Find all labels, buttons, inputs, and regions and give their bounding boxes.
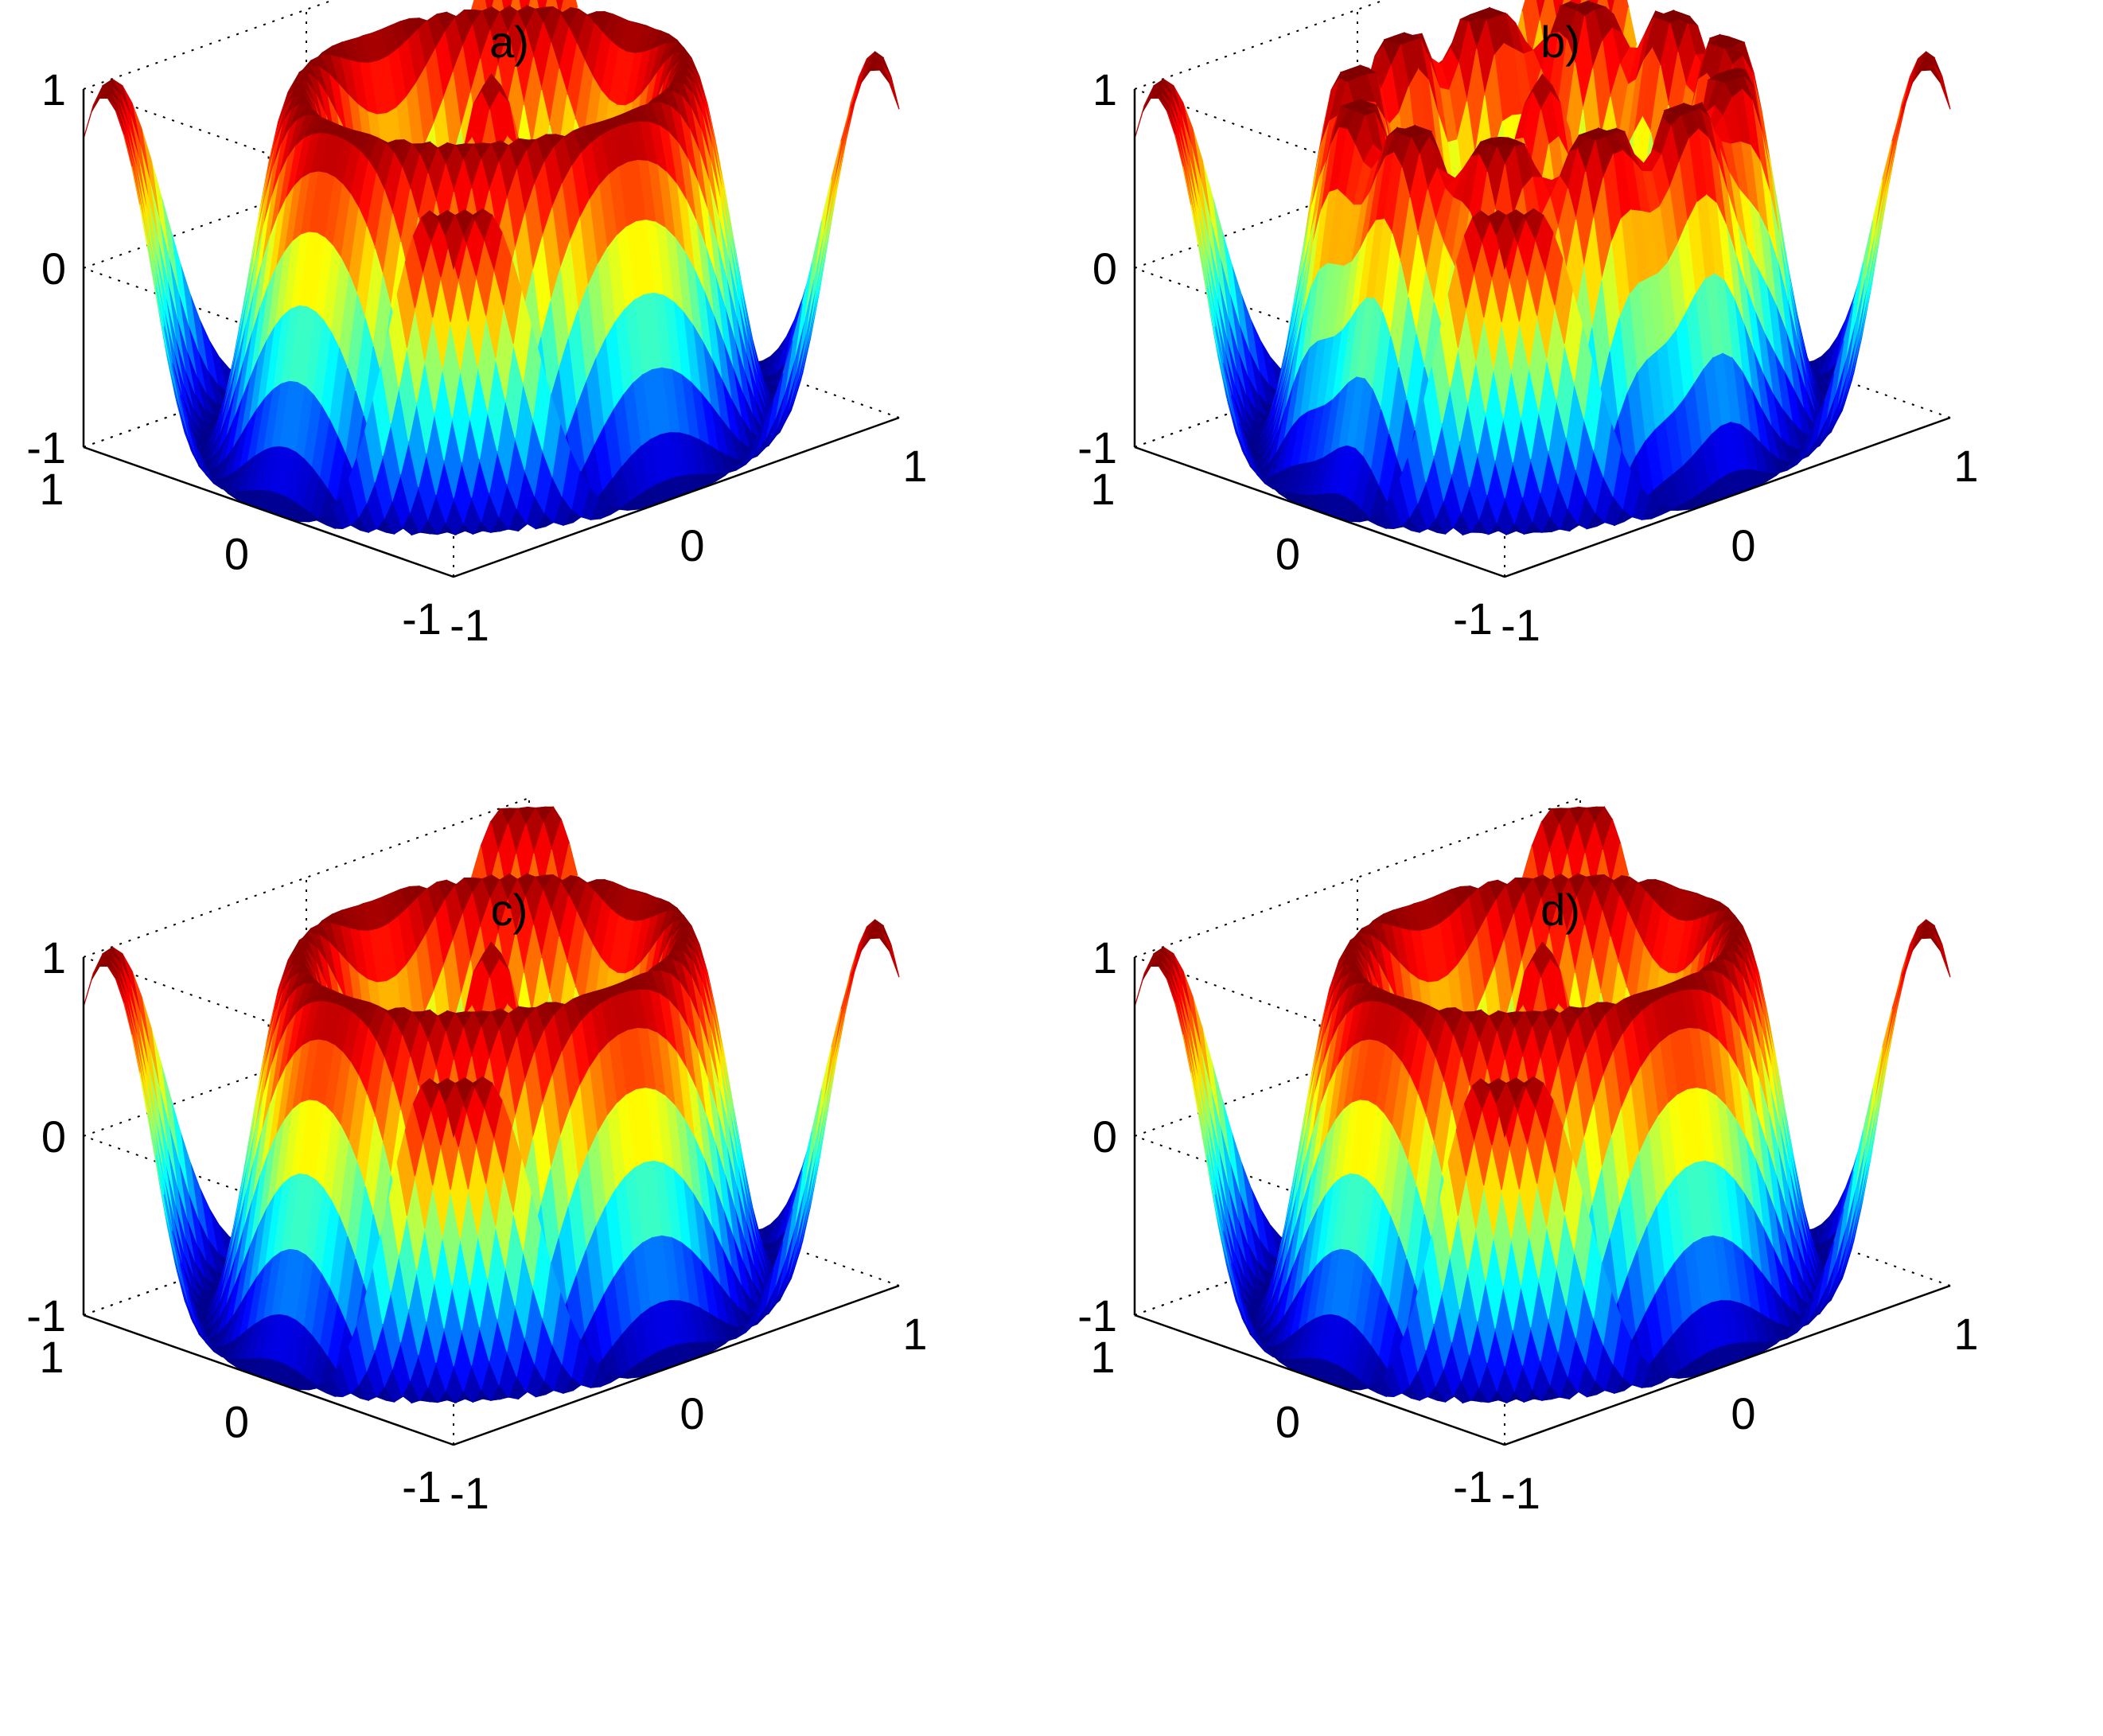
x-axis-line	[453, 416, 900, 578]
surface-patch	[823, 140, 842, 234]
surface-patch	[445, 214, 464, 271]
surface-patch	[1883, 107, 1902, 188]
y-tick-label: -1	[1453, 594, 1493, 644]
surface-mesh	[83, 806, 900, 1404]
z-tick-label: -1	[1077, 422, 1117, 473]
z-tick-label: 0	[1092, 243, 1117, 294]
z-tick-label: 0	[41, 243, 66, 294]
surface-mesh	[1134, 0, 1951, 536]
z-tick-label: 1	[41, 64, 66, 115]
subplot-b: -1 0 1 -1 0 1 -1 0 1 b)	[1051, 0, 2102, 868]
z-tick-label: 1	[1092, 64, 1117, 115]
surface-mesh	[83, 0, 900, 536]
tick-labels: -101-101-101	[26, 64, 927, 650]
surface-patch	[1895, 80, 1914, 145]
surface-plot: -101-101-101	[26, 797, 928, 1518]
surface-patch	[843, 80, 863, 145]
axis-lines	[82, 89, 900, 578]
y-tick-label: -1	[402, 594, 442, 644]
surface-plot: -101-101-101	[1077, 0, 1979, 650]
x-tick-label: 1	[902, 441, 927, 491]
surface-plot: -101-101-101	[26, 0, 928, 650]
x-tick-label: -1	[1501, 600, 1540, 650]
z-tick-label: -1	[26, 422, 66, 473]
axis-lines	[1133, 89, 1951, 578]
x-tick-label: 0	[680, 520, 704, 570]
surface-patch	[1496, 214, 1515, 271]
subplot-c: -1 0 1 -1 0 1 -1 0 1 c)	[0, 797, 1051, 1736]
subplot-title: a)	[489, 17, 529, 67]
surface-patch	[1874, 140, 1893, 234]
y-tick-label: 0	[224, 529, 249, 579]
subplot-title: b)	[1540, 17, 1580, 67]
surface-patch	[1606, 0, 1616, 18]
y-axis-line	[83, 446, 454, 578]
surface-patch	[1885, 107, 1904, 192]
surface-patch	[1535, 0, 1546, 21]
x-tick-label: 1	[1953, 441, 1978, 491]
x-axis-line	[1504, 416, 1951, 578]
y-tick-label: 0	[1275, 529, 1300, 579]
subplot-a: -1 0 1 -1 0 1 -1 0 1 a)	[0, 0, 1051, 868]
x-tick-label: 0	[1731, 520, 1755, 570]
x-tick-label: -1	[450, 600, 489, 650]
tick-labels: -101-101-101	[1077, 64, 1978, 650]
surface-patch	[834, 107, 853, 192]
y-axis-line	[1134, 446, 1505, 578]
surface-patch	[832, 107, 851, 188]
y-tick-label: 1	[39, 464, 64, 514]
surface-patch	[555, 0, 565, 18]
y-tick-label: 1	[1090, 464, 1115, 514]
